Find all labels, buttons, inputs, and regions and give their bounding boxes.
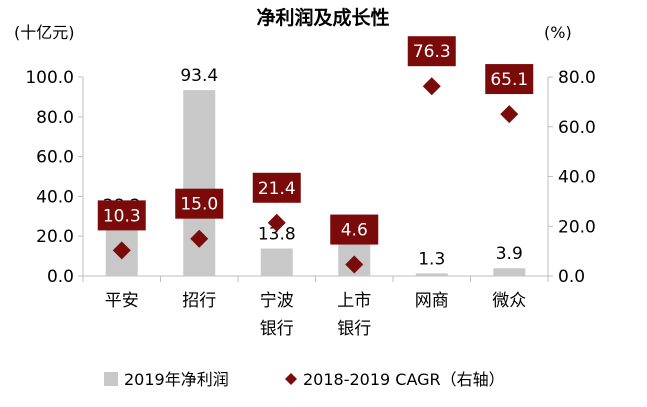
cagr-label-box xyxy=(407,36,456,67)
left-tick-label: 100.0 xyxy=(25,68,74,88)
bar xyxy=(493,268,526,276)
cagr-label-box xyxy=(175,188,224,219)
left-tick-label: 0.0 xyxy=(47,267,74,287)
right-tick-label: 40.0 xyxy=(558,168,596,188)
cagr-label-box xyxy=(330,214,379,245)
left-axis-unit: (十亿元) xyxy=(14,23,75,42)
cagr-marker xyxy=(112,241,131,260)
left-tick-label: 20.0 xyxy=(36,227,74,247)
legend-bar-label: 2019年净利润 xyxy=(124,370,229,389)
category-label: 银行 xyxy=(260,319,294,339)
right-axis-unit: (%) xyxy=(544,23,572,42)
bar-value-label: 1.3 xyxy=(418,249,445,269)
category-label: 宁波 xyxy=(260,291,294,311)
left-tick-label: 40.0 xyxy=(36,187,74,207)
bar xyxy=(183,90,216,276)
legend-bar-swatch xyxy=(104,372,118,386)
right-tick-label: 0.0 xyxy=(558,267,585,287)
chart-title: 净利润及成长性 xyxy=(256,6,389,29)
legend: 2019年净利润 2018-2019 CAGR（右轴） xyxy=(104,370,505,389)
cagr-value-label: 76.3 xyxy=(413,42,451,62)
cagr-marker xyxy=(190,229,209,248)
cagr-marker xyxy=(500,105,519,124)
category-label: 微众 xyxy=(492,291,526,311)
cagr-label-box xyxy=(97,200,146,231)
bar-value-label: 13.8 xyxy=(258,225,296,245)
cagr-marker xyxy=(345,255,364,274)
cagr-marker xyxy=(267,213,286,232)
legend-marker-label: 2018-2019 CAGR（右轴） xyxy=(303,370,505,389)
cagr-label-box xyxy=(485,64,534,95)
category-label: 招行 xyxy=(182,291,216,311)
bar-series: 28.293.413.81.33.9 xyxy=(103,66,526,276)
right-tick-label: 60.0 xyxy=(558,118,596,138)
left-tick-label: 80.0 xyxy=(36,108,74,128)
cagr-series: 10.3 15.0 21.4 4.6 76.3 65.1 xyxy=(97,36,534,274)
cagr-value-label: 21.4 xyxy=(258,179,296,199)
axes: 0.0 20.0 40.0 60.0 80.0 100.0 0.0 20.0 40.0 60.0 8… xyxy=(25,68,596,339)
cagr-value-label: 10.3 xyxy=(103,206,141,226)
bar-value-label: 3.9 xyxy=(496,244,523,264)
category-label: 上市 xyxy=(337,291,371,311)
cagr-label-box xyxy=(252,172,301,203)
right-tick-label: 80.0 xyxy=(558,68,596,88)
category-label: 平安 xyxy=(105,291,139,311)
left-tick-label: 60.0 xyxy=(36,148,74,168)
right-tick-label: 20.0 xyxy=(558,217,596,237)
cagr-value-label: 4.6 xyxy=(341,221,368,241)
cagr-value-label: 65.1 xyxy=(490,70,528,90)
bar xyxy=(260,248,293,276)
cagr-marker xyxy=(422,77,441,96)
legend-marker-swatch xyxy=(285,373,297,385)
cagr-value-label: 15.0 xyxy=(180,195,218,215)
category-label: 网商 xyxy=(415,291,449,311)
bar-value-label: 93.4 xyxy=(180,66,218,86)
bar xyxy=(415,273,448,276)
category-label: 银行 xyxy=(337,319,371,339)
